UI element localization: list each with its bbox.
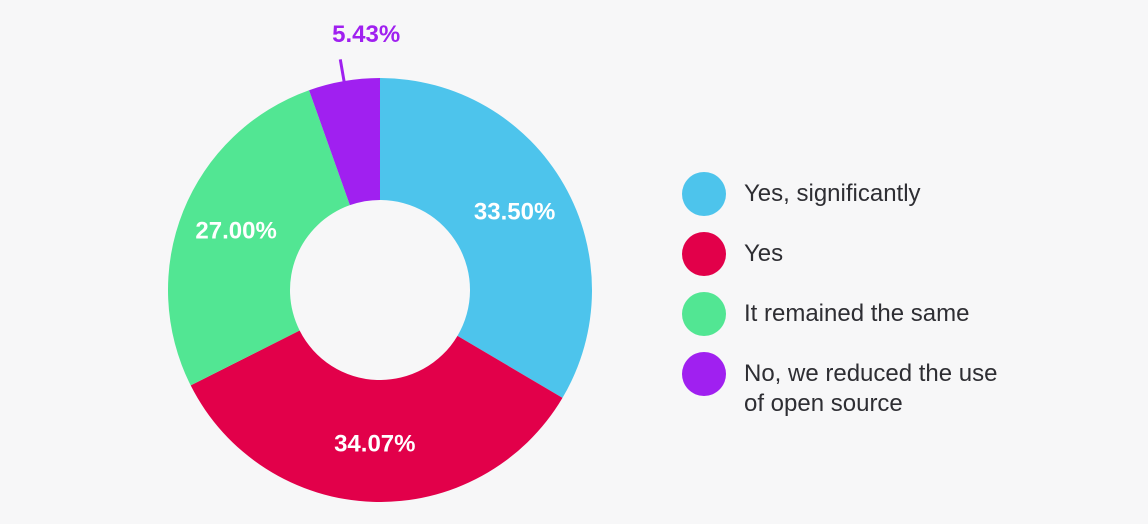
legend-swatch-icon (682, 172, 726, 216)
data-label-yes: 34.07% (334, 430, 415, 457)
legend-item-yes: Yes (682, 232, 1122, 276)
data-label-reduced: 5.43% (332, 21, 400, 48)
slice-remained-same (167, 90, 350, 386)
leader-line (338, 59, 347, 86)
legend-swatch-icon (682, 292, 726, 336)
legend-label: No, we reduced the use of open source (744, 360, 998, 417)
legend-label: Yes (744, 240, 784, 267)
legend-item-reduced: No, we reduced the use of open source (682, 352, 1122, 419)
slice-yes (190, 330, 563, 503)
chart-legend: Yes, significantly Yes It remained the s… (682, 172, 1122, 435)
slice-yes-significantly (380, 78, 592, 398)
legend-item-yes-significantly: Yes, significantly (682, 172, 1122, 216)
legend-label: It remained the same (744, 300, 970, 327)
slice-reduced (309, 78, 380, 206)
legend-item-remained-same: It remained the same (682, 292, 1122, 336)
legend-swatch-icon (682, 232, 726, 276)
legend-swatch-icon (682, 352, 726, 396)
data-label-yes-significantly: 33.50% (474, 199, 555, 226)
data-label-remained-same: 27.00% (195, 218, 276, 245)
legend-label: Yes, significantly (744, 180, 921, 207)
